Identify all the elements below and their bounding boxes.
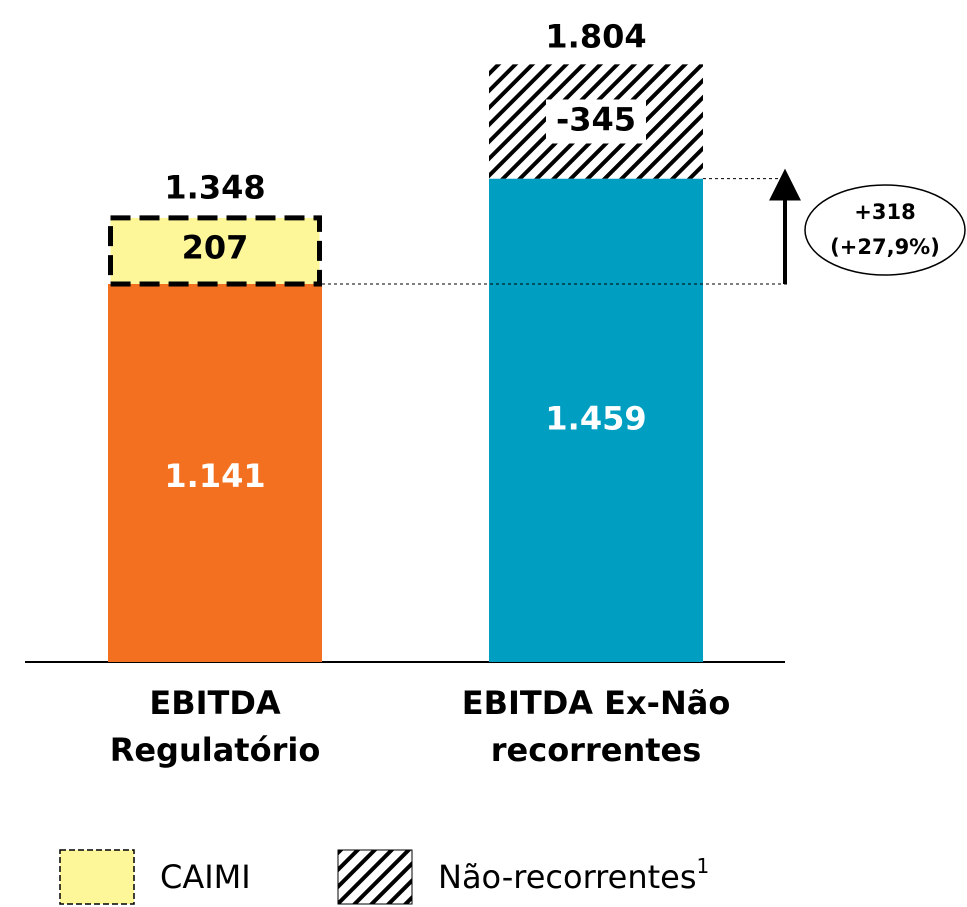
x-tick-label: recorrentes — [491, 731, 702, 769]
total-label: 1.348 — [164, 168, 265, 206]
value-label: 1.141 — [164, 457, 265, 495]
legend-label: Não-recorrentes1 — [438, 854, 709, 897]
x-tick-label: Regulatório — [110, 731, 321, 769]
x-tick-label: EBITDA Ex-Não — [462, 684, 731, 722]
legend-note: 1 — [697, 854, 710, 878]
legend-text: CAIMI — [160, 858, 251, 896]
label-box — [546, 99, 646, 144]
total-label: 1.804 — [545, 17, 646, 55]
legend-label: CAIMI — [160, 858, 251, 896]
value-label: 1.459 — [545, 399, 646, 437]
value-label: -345 — [556, 100, 636, 138]
value-label: 207 — [182, 229, 249, 267]
annotation-label: +318 — [854, 200, 915, 224]
legend-swatch — [59, 849, 135, 905]
x-tick-label: EBITDA — [149, 684, 281, 722]
bar-segment — [489, 178, 703, 662]
bar-segment — [108, 215, 322, 287]
annotation-bubble — [804, 184, 966, 276]
legend-text: Não-recorrentes — [438, 858, 697, 896]
annotation-percent: (+27,9%) — [830, 235, 940, 259]
bar-segment — [108, 283, 322, 662]
legend-swatch — [337, 849, 413, 905]
